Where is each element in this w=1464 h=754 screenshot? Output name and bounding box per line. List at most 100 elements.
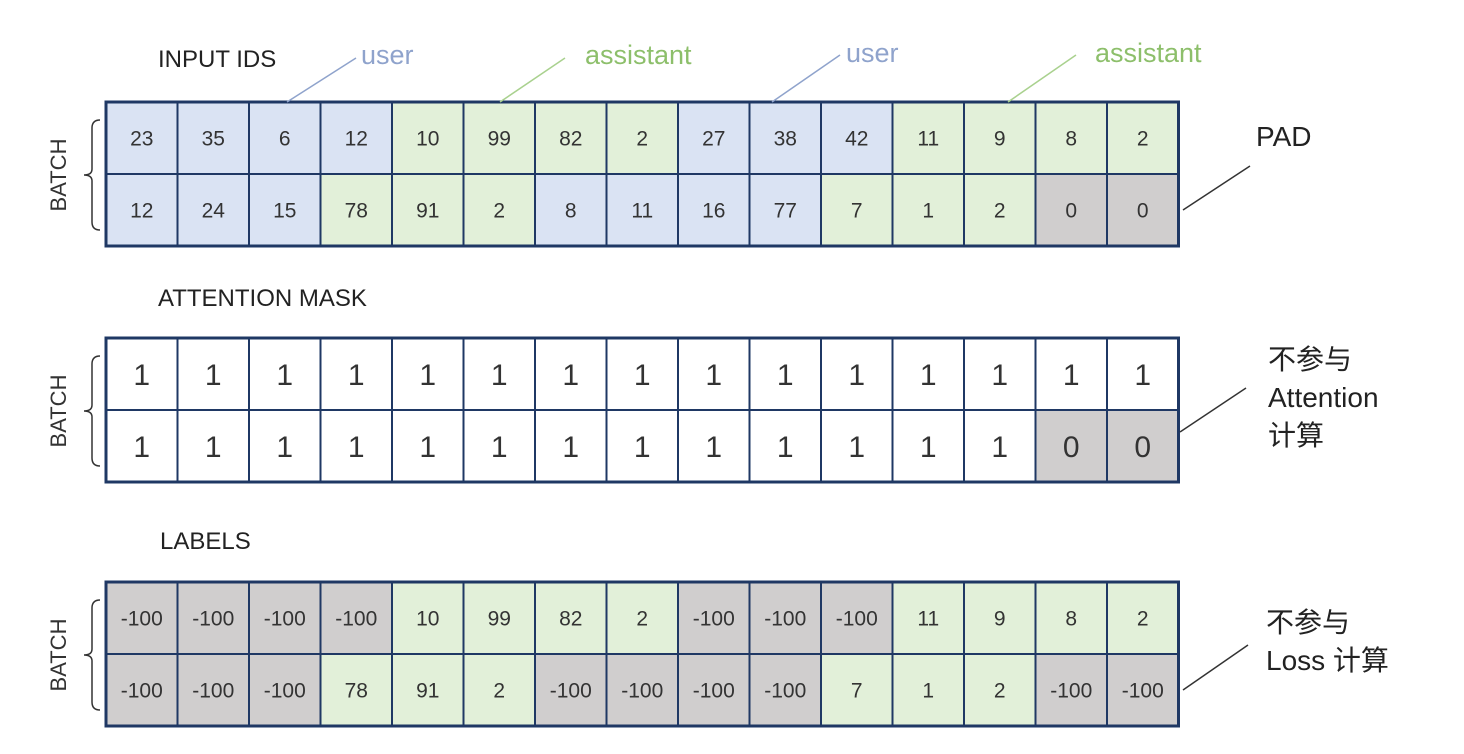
attention-mask-cell-value: 1	[1063, 359, 1080, 392]
attention-mask-cell	[748, 409, 822, 483]
input-ids-cell-value: 6	[279, 128, 291, 151]
input-ids-cell-value: 0	[1137, 200, 1149, 223]
input-ids-cell-value: 38	[774, 128, 797, 151]
attention-mask-cell-value: 1	[848, 431, 865, 464]
input-ids-cell-value: 24	[202, 200, 226, 223]
pad-annotation: PAD	[1256, 121, 1312, 152]
input-ids-cell	[891, 173, 965, 247]
input-ids-cell	[677, 101, 751, 175]
input-ids-cell	[605, 101, 679, 175]
labels-cell-value: -100	[621, 680, 663, 703]
attention-mask-cell	[462, 409, 536, 483]
attention-mask-cell-value: 1	[777, 431, 794, 464]
attention-mask-cell-value: 1	[562, 431, 579, 464]
labels-cell-value: 1	[922, 680, 934, 703]
attention-mask-cell-value: 1	[348, 431, 365, 464]
input-ids-cell-value: 8	[1065, 128, 1077, 151]
labels-cell	[105, 653, 179, 727]
attention-mask-cell	[105, 409, 179, 483]
labels-cell-value: -100	[335, 608, 377, 631]
attention-mask-cell	[820, 409, 894, 483]
input-ids-cell-value: 9	[994, 128, 1006, 151]
labels-cell-value: 11	[917, 608, 939, 631]
attention-mask-cell-value: 1	[705, 359, 722, 392]
labels-cell-value: 2	[636, 608, 648, 631]
input-ids-cell-value: 1	[922, 200, 934, 223]
labels-cell-value: 82	[559, 608, 582, 631]
input-ids-cell	[319, 173, 393, 247]
input-ids-cell-value: 23	[130, 128, 153, 151]
loss-annotation: 不参与 Loss 计算	[1266, 604, 1406, 680]
attention-mask-cell-value: 1	[991, 359, 1008, 392]
labels-cell-value: -100	[693, 680, 735, 703]
batch-brace	[83, 599, 101, 711]
batch-label: BATCH	[46, 619, 71, 692]
labels-cell-value: 2	[1137, 608, 1149, 631]
input-ids-cell	[534, 173, 608, 247]
labels-cell-value: 8	[1065, 608, 1077, 631]
attention-mask-cell-value: 1	[276, 431, 293, 464]
input-ids-cell-value: 27	[702, 128, 725, 151]
attention-mask-cell	[534, 337, 608, 411]
input-ids-cell-value: 15	[273, 200, 296, 223]
input-ids-cell-value: 0	[1065, 200, 1077, 223]
attention-mask-cell-value: 1	[920, 431, 937, 464]
user-leader-line	[771, 54, 841, 103]
input-ids-cell	[1034, 101, 1108, 175]
batch-label: BATCH	[46, 375, 71, 448]
attention-mask-cell-value: 1	[205, 431, 222, 464]
attention-mask-cell-value: 1	[133, 431, 150, 464]
batch-brace	[83, 119, 101, 231]
input-ids-cell	[820, 101, 894, 175]
input-ids-cell-value: 2	[636, 128, 648, 151]
attention-mask-cell	[391, 337, 465, 411]
labels-cell-value: 10	[416, 608, 439, 631]
attention-mask-cell-value: 1	[705, 431, 722, 464]
labels-cell-value: -100	[550, 680, 592, 703]
labels-cell-value: -100	[1050, 680, 1092, 703]
input-ids-cell	[248, 101, 322, 175]
attention-mask-cell	[677, 337, 751, 411]
batch-brace	[83, 355, 101, 467]
pad-leader-line	[1182, 165, 1251, 211]
labels-cell-value: -100	[192, 608, 234, 631]
input-ids-cell	[248, 173, 322, 247]
attention-mask-cell-value: 1	[491, 431, 508, 464]
input-ids-cell	[391, 173, 465, 247]
labels-cell	[748, 581, 822, 655]
labels-cell-value: -100	[836, 608, 878, 631]
attention-mask-cell-value: 1	[777, 359, 794, 392]
attention-mask-cell-value: 1	[634, 431, 651, 464]
labels-cell-value: 2	[994, 680, 1006, 703]
attention-mask-cell	[891, 337, 965, 411]
labels-cell-value: 7	[851, 680, 863, 703]
input-ids-cell-value: 12	[345, 128, 368, 151]
attention-mask-cell	[176, 409, 250, 483]
input-ids-cell	[534, 101, 608, 175]
labels-cell-value: -100	[764, 680, 806, 703]
role-label-assistant-2: assistant	[1095, 38, 1202, 68]
attention-mask-cell-value: 0	[1134, 431, 1151, 464]
input-ids-cell-value: 2	[994, 200, 1006, 223]
labels-cell-value: -100	[192, 680, 234, 703]
attention-mask-cell	[891, 409, 965, 483]
loss-leader-line	[1182, 644, 1249, 691]
input-ids-cell-value: 16	[702, 200, 725, 223]
attention-mask-cell-value: 1	[1134, 359, 1151, 392]
attention-mask-cell-value: 1	[205, 359, 222, 392]
user-leader-line	[286, 57, 357, 103]
input-ids-cell	[748, 101, 822, 175]
input-ids-frame	[104, 100, 1180, 248]
loss-annotation-line-1: 不参与	[1266, 607, 1351, 638]
labels-cell-value: -100	[121, 608, 163, 631]
attention-mask-frame	[104, 336, 1180, 484]
input-ids-cell-value: 2	[1137, 128, 1149, 151]
labels-cell-value: 2	[493, 680, 505, 703]
labels-cell-value: -100	[264, 608, 306, 631]
labels-cell-value: -100	[1122, 680, 1164, 703]
attention-mask-cell-value: 0	[1063, 431, 1080, 464]
labels-cell-value: 91	[416, 680, 439, 703]
labels-cell-value: 99	[488, 608, 511, 631]
labels-cell	[677, 581, 751, 655]
labels-cell-value: 9	[994, 608, 1006, 631]
